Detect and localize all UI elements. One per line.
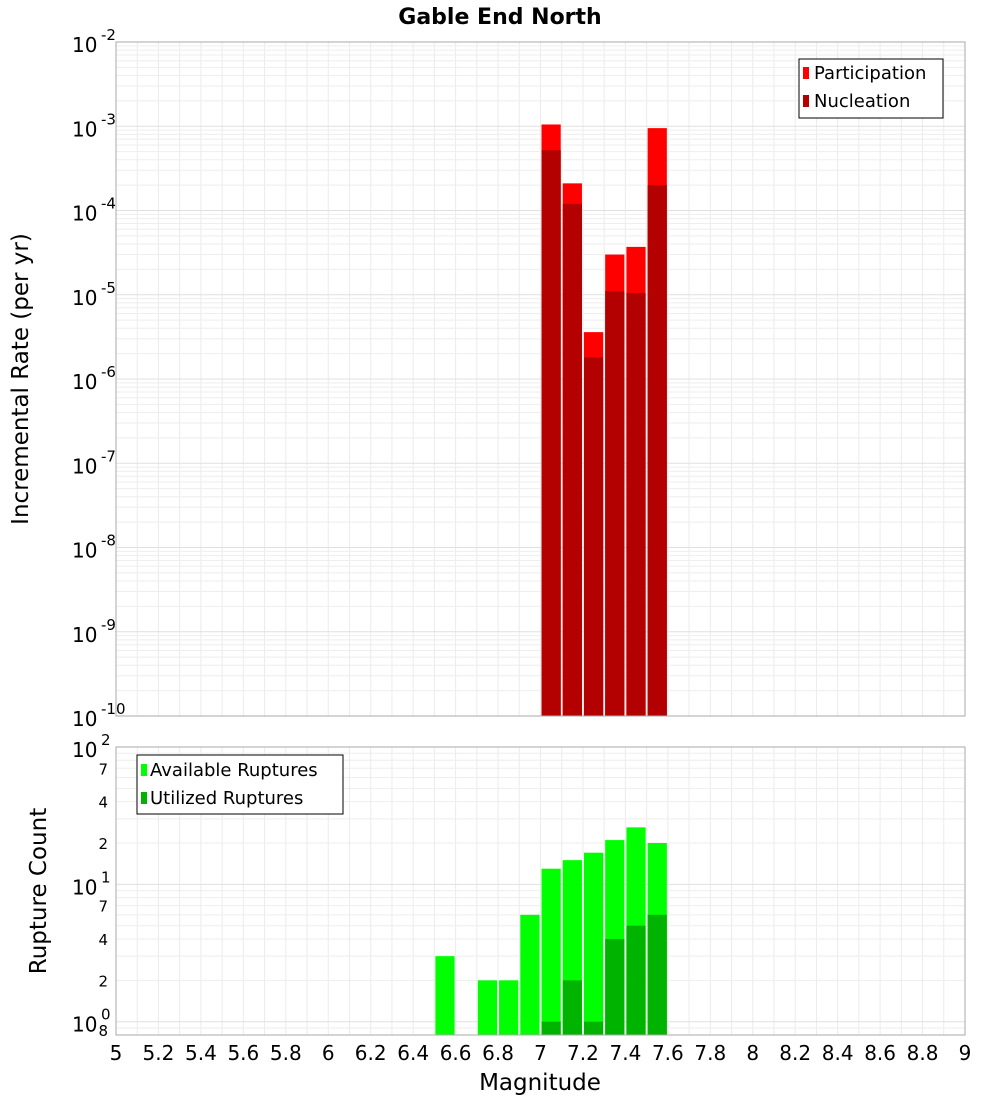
x-tick-label: 6.8 (482, 1041, 514, 1065)
bar-utilized-ruptures (626, 925, 646, 1035)
x-tick-label: 6 (322, 1041, 335, 1065)
bottom-y-minor-label: 2 (98, 972, 108, 990)
chart-title: Gable End North (398, 5, 601, 30)
legend-label-nucleation: Nucleation (814, 91, 910, 112)
bar-nucleation (541, 150, 561, 717)
bottom-y-minor-label: 4 (98, 794, 108, 812)
bar-available-ruptures (477, 980, 498, 1035)
x-tick-label: 5.4 (185, 1041, 217, 1065)
bottom-bars (435, 827, 667, 1035)
bar-nucleation (605, 291, 625, 716)
bar-available-ruptures (499, 980, 519, 1035)
bottom-y-tick-label: 10 (72, 738, 97, 762)
top-y-ticks: 10-210-310-410-510-610-710-810-910-10 (72, 26, 126, 731)
top-y-tick-label: 10 (72, 370, 97, 394)
top-plot-border (115, 41, 966, 717)
x-tick-label: 8.4 (822, 1041, 854, 1065)
bottom-y-tick-label: 10 (72, 875, 97, 899)
x-tick-label: 5.8 (270, 1041, 302, 1065)
top-legend-box (798, 58, 944, 119)
x-tick-label: 8.2 (779, 1041, 811, 1065)
bottom-y-minor-label: 2 (98, 835, 108, 853)
bottom-y-tick-label-exponent: 0 (101, 1006, 111, 1024)
top-y-tick-label-exponent: -7 (101, 447, 116, 465)
bottom-y-axis-label: Rupture Count (26, 808, 52, 974)
top-legend: Participation Nucleation (798, 58, 944, 119)
bottom-legend: Available Ruptures Utilized Ruptures (136, 754, 344, 815)
top-y-tick-label-exponent: -10 (101, 700, 126, 718)
x-tick-label: 5 (110, 1041, 123, 1065)
bar-utilized-ruptures (605, 939, 625, 1035)
bar-available-ruptures (541, 868, 561, 1035)
bar-available-ruptures (583, 852, 604, 1035)
top-y-tick-label-exponent: -8 (101, 532, 116, 550)
bottom-y-minor-label: 8 (98, 1022, 108, 1040)
top-y-tick-label: 10 (72, 33, 97, 57)
bottom-y-minor-label: 7 (98, 760, 108, 778)
top-y-tick-label: 10 (72, 454, 97, 478)
x-tick-label: 6.2 (355, 1041, 387, 1065)
bottom-y-minor-label: 4 (98, 931, 108, 949)
top-y-tick-label-exponent: -9 (101, 616, 116, 634)
bottom-y-minor-label: 7 (98, 898, 108, 916)
x-tick-label: 5.6 (227, 1041, 259, 1065)
bottom-legend-box (136, 754, 344, 815)
top-y-tick-label: 10 (72, 623, 97, 647)
x-tick-label: 8.8 (907, 1041, 939, 1065)
x-tick-label: 6.6 (440, 1041, 472, 1065)
legend-swatch-available (141, 764, 147, 776)
top-panel: 10-210-310-410-510-610-710-810-910-10 (72, 26, 966, 731)
top-bars (541, 124, 667, 717)
bar-utilized-ruptures (541, 1021, 561, 1035)
bottom-y-tick-label-exponent: 2 (101, 731, 111, 749)
bar-nucleation (583, 357, 604, 716)
legend-label-available: Available Ruptures (150, 760, 318, 781)
x-tick-label: 7.6 (652, 1041, 684, 1065)
x-tick-label: 7 (534, 1041, 547, 1065)
legend-swatch-nucleation (803, 95, 809, 107)
x-tick-label: 8 (746, 1041, 759, 1065)
legend-swatch-participation (803, 67, 809, 79)
x-tick-label: 7.8 (694, 1041, 726, 1065)
bar-nucleation (647, 185, 667, 716)
top-y-tick-label: 10 (72, 117, 97, 141)
bottom-plot-border (115, 746, 966, 1036)
bar-available-ruptures (435, 956, 455, 1035)
x-tick-label: 7.4 (609, 1041, 641, 1065)
legend-label-utilized: Utilized Ruptures (150, 788, 303, 809)
x-axis-label: Magnitude (479, 1070, 601, 1096)
legend-label-participation: Participation (814, 63, 926, 84)
top-y-tick-label-exponent: -6 (101, 363, 116, 381)
x-tick-label: 5.2 (143, 1041, 175, 1065)
top-y-tick-label: 10 (72, 286, 97, 310)
top-y-axis-label: Incremental Rate (per yr) (8, 233, 34, 525)
bottom-y-tick-label: 10 (72, 1013, 97, 1037)
top-y-tick-label-exponent: -4 (101, 195, 116, 213)
top-y-tick-label: 10 (72, 539, 97, 563)
bottom-y-tick-label-exponent: 1 (101, 868, 111, 886)
top-y-tick-label-exponent: -2 (101, 26, 116, 44)
bar-utilized-ruptures (647, 914, 667, 1035)
top-grid (116, 41, 965, 717)
x-tick-label: 6.4 (397, 1041, 429, 1065)
x-tick-label: 7.2 (567, 1041, 599, 1065)
bar-utilized-ruptures (562, 980, 582, 1035)
bottom-x-ticks: 5 5.2 5.4 5.6 5.8 6 6.2 6.4 6.6 6.8 7 7.2 7.4 7.6 7.8 8… (110, 1041, 972, 1065)
bar-nucleation (626, 292, 646, 716)
top-y-tick-label-exponent: -5 (101, 279, 116, 297)
bar-utilized-ruptures (583, 1021, 604, 1035)
top-y-tick-label-exponent: -3 (101, 110, 116, 128)
x-tick-label: 9 (959, 1041, 972, 1065)
bar-available-ruptures (520, 914, 540, 1035)
top-y-tick-label: 10 (72, 202, 97, 226)
bar-nucleation (562, 203, 582, 716)
x-tick-label: 8.6 (864, 1041, 896, 1065)
top-y-tick-label: 10 (72, 707, 97, 731)
legend-swatch-utilized (141, 792, 147, 804)
